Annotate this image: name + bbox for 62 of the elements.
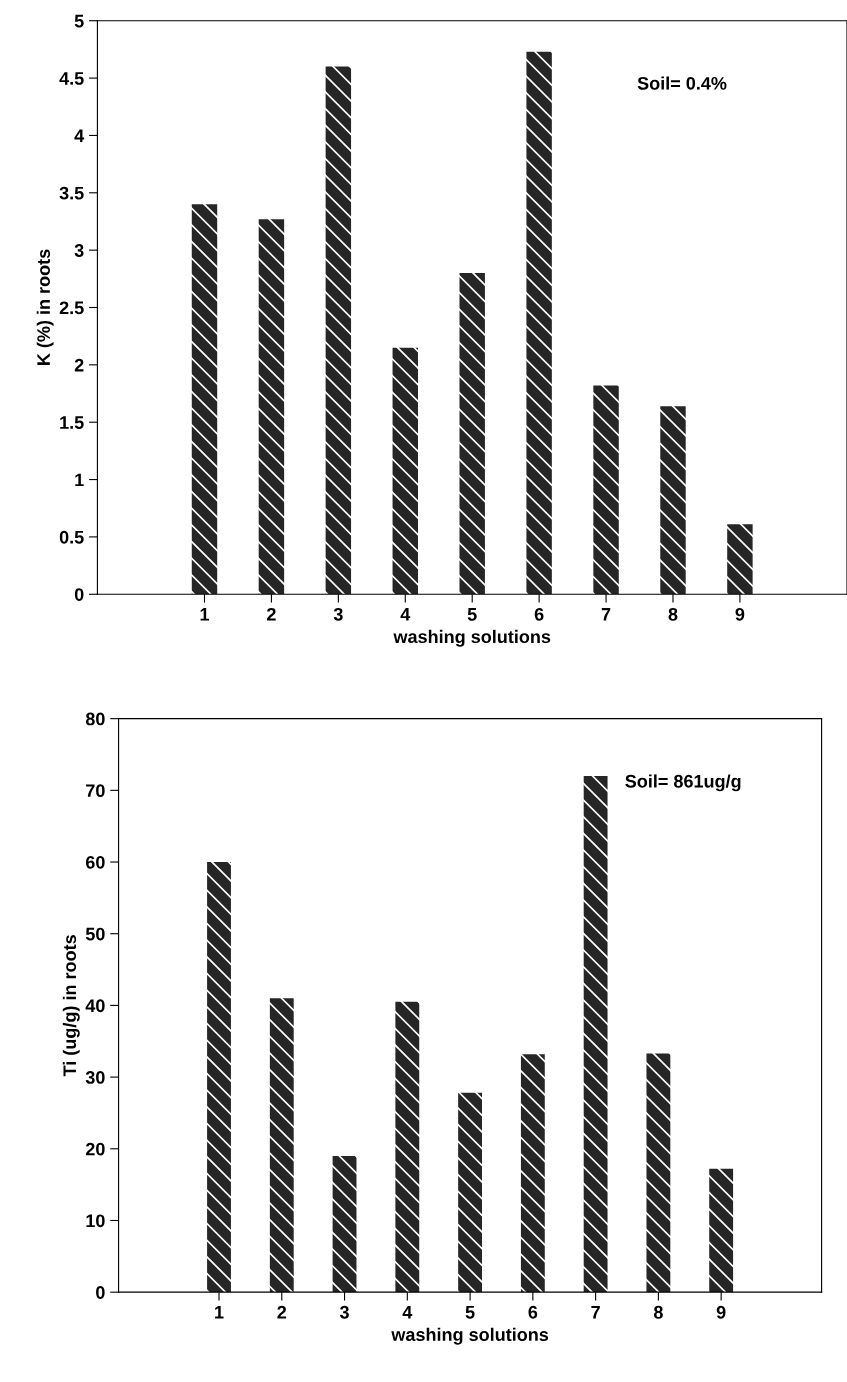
x-tick-label: 4 — [400, 608, 411, 621]
x-tick-label: 5 — [465, 1306, 475, 1319]
y-tick-label: 0 — [74, 588, 84, 601]
x-tick-label: 2 — [267, 607, 276, 621]
y-tick-label: 1.5 — [60, 416, 84, 429]
y-tick-label: 3 — [74, 244, 84, 257]
y-tick-label: 2 — [74, 358, 84, 372]
bar — [646, 1053, 671, 1293]
x-tick-label: 7 — [601, 608, 611, 621]
y-tick-label: 80 — [85, 712, 105, 726]
x-tick-label: 2 — [277, 1305, 287, 1319]
y-tick-label: 10 — [86, 1214, 105, 1228]
bar — [325, 66, 352, 595]
x-axis-title: washing solutions — [393, 629, 551, 647]
y-tick-label: 70 — [86, 784, 105, 798]
x-tick-label: 9 — [716, 1305, 726, 1319]
bar — [727, 524, 753, 595]
y-tick-label: 4 — [74, 129, 85, 142]
bar — [258, 219, 285, 595]
y-tick-label: 30 — [85, 1071, 105, 1084]
y-tick-label: 0.5 — [59, 530, 84, 544]
y-tick-label: 60 — [85, 855, 105, 869]
y-axis-title: K (%) in roots — [36, 249, 54, 365]
y-tick-label: 50 — [85, 927, 105, 941]
bar — [709, 1168, 734, 1293]
y-tick-label: 0 — [96, 1286, 105, 1299]
bar — [332, 1155, 357, 1293]
y-tick-label: 1 — [75, 473, 84, 487]
x-tick-label: 5 — [467, 608, 477, 621]
bar — [269, 998, 294, 1293]
bar — [593, 385, 619, 595]
x-tick-label: 6 — [534, 607, 544, 621]
y-tick-label: 5 — [74, 14, 84, 28]
x-axis-title: washing solutions — [391, 1327, 549, 1345]
bar — [520, 1054, 545, 1293]
bar — [207, 862, 231, 1293]
x-tick-label: 1 — [215, 1306, 224, 1319]
y-tick-label: 4.5 — [59, 72, 84, 85]
bar — [459, 273, 485, 595]
y-tick-label: 3.5 — [59, 186, 84, 200]
x-tick-label: 8 — [668, 607, 678, 621]
bar — [191, 204, 218, 595]
y-tick-label: 2.5 — [59, 301, 84, 315]
bar — [526, 51, 552, 595]
x-tick-label: 4 — [402, 1306, 413, 1319]
annotation: Soil= 0.4% — [637, 76, 727, 90]
bar — [583, 775, 608, 1293]
bar — [395, 1001, 420, 1293]
annotation: Soil= 861ug/g — [625, 774, 741, 792]
x-tick-label: 1 — [200, 608, 210, 621]
x-tick-label: 3 — [333, 607, 343, 621]
x-tick-label: 6 — [528, 1305, 538, 1319]
x-tick-label: 7 — [591, 1306, 600, 1319]
y-tick-label: 40 — [85, 999, 105, 1013]
y-tick-label: 20 — [85, 1142, 105, 1156]
x-tick-label: 3 — [339, 1305, 349, 1319]
bar — [660, 406, 686, 595]
y-axis-title: Ti (ug/g) in roots — [62, 935, 80, 1077]
bar — [458, 1092, 483, 1293]
x-tick-label: 9 — [735, 607, 745, 621]
bar — [392, 347, 418, 595]
x-tick-label: 8 — [653, 1305, 663, 1319]
